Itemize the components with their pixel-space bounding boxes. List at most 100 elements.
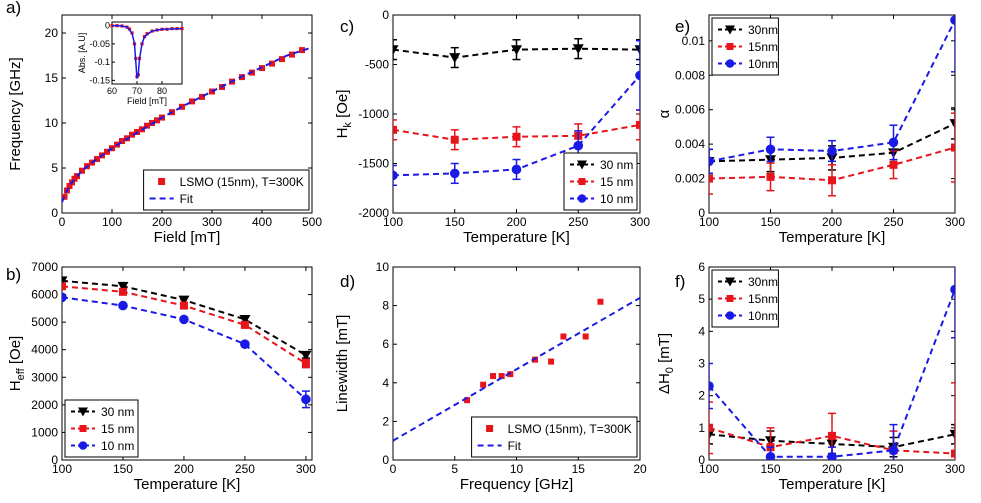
legend-box-d [471,416,638,458]
x-tick-label-b: 200 [174,462,194,476]
y-tick-label-b: 3000 [31,370,58,384]
panel-label-f: f) [675,272,685,291]
legend-box-e [711,17,779,76]
y-axis-label-sub-c: k [342,122,354,128]
data-layer-d [393,297,640,442]
y-axis-label-main-e: α [656,109,673,118]
data-point-a-lsmo-15nm-t-300k [119,138,125,144]
data-point-b-10-nm [179,314,189,325]
inset-fit-line [111,24,183,79]
y-tick-label-f: 3 [698,357,705,371]
data-point-d-lsmo-15nm-t-300k [498,373,505,380]
x-tick-label-b: 250 [235,462,255,476]
legend-box-a [143,169,310,211]
data-point-d-lsmo-15nm-t-300k [507,371,514,378]
data-point-d-lsmo-15nm-t-300k [597,298,604,305]
panel-label-c: c) [340,17,354,36]
data-point-a-lsmo-15nm-t-300k [62,193,68,200]
data-point-e-10nm [709,156,714,167]
data-point-c-10-nm [635,70,640,81]
panel-label-d: d) [340,272,355,291]
inset-x-tick-label: 60 [107,86,117,96]
legend-swatch-marker-f [725,277,735,287]
legend-label-c: 15 nm [600,175,633,189]
y-axis-label-b: Heff [Oe] [7,336,27,391]
data-point-c-15-nm [512,132,521,141]
data-point-b-10-nm [301,394,311,405]
legend-swatch-marker-b [79,425,87,432]
data-point-c-15-nm [393,125,397,134]
data-point-a-lsmo-15nm-t-300k [144,122,150,129]
legend-swatch-marker-c [577,160,587,170]
x-tick-label-a: 100 [102,215,122,229]
y-tick-label-b: 0 [51,453,58,467]
series-line-f-15nm [709,426,955,455]
data-point-b-10-nm [62,292,67,303]
legend-label-d: LSMO (15nm), T=300K [508,422,632,436]
y-axis-label-suffix-c: [Oe] [334,90,351,123]
data-point-e-10nm [765,144,776,155]
data-point-f-15nm [709,423,713,432]
data-layer-c [393,38,640,187]
data-point-e-10nm [827,146,837,156]
data-layer-f [709,267,955,460]
x-axis-label-a: Field [mT] [154,229,221,246]
inset-x-axis-label: Field [mT] [127,96,167,106]
y-tick-label-a: 5 [51,161,58,175]
fit-line-a [62,46,312,203]
data-point-e-15nm [828,176,836,185]
data-point-f-15nm [951,449,955,458]
x-tick-label-f: 300 [945,462,965,476]
data-point-c-30-nm [449,53,461,64]
inset-y-axis-label: Abs. [A.U] [77,33,87,74]
y-tick-label-f: 4 [698,324,705,338]
inset-x-tick-label: 80 [157,86,167,96]
x-tick-label-f: 200 [822,462,842,476]
x-tick-label-c: 100 [383,215,403,229]
legend-box-c [563,152,638,211]
data-point-f-10nm [827,451,837,460]
y-tick-label-a: 20 [45,26,59,40]
y-tick-label-a: 15 [45,71,59,85]
inset-frame [111,21,183,85]
y-axis-label-sub-f: 0 [664,367,676,373]
y-tick-label-e: 0 [698,206,705,220]
data-point-a-lsmo-15nm-t-300k [104,148,110,155]
data-point-a-lsmo-15nm-t-300k [189,98,195,105]
x-tick-label-c: 250 [568,215,588,229]
data-point-d-lsmo-15nm-t-300k [464,397,471,404]
data-point-c-10-nm [449,168,460,179]
panel-label-b: b) [6,265,21,284]
panel-label-a: a) [6,0,21,17]
inset-y-tick-label: -0.15 [89,75,110,85]
x-tick-label-e: 200 [822,215,842,229]
data-point-e-15nm [951,143,955,152]
y-axis-label-main-c: H [334,128,351,139]
x-axis-label-c: Temperature [K] [463,229,570,246]
data-point-c-15-nm [450,135,459,144]
data-point-f-30nm [709,429,715,440]
data-point-e-10nm [950,15,955,25]
data-point-b-30-nm [178,295,190,306]
data-layer-b [62,276,312,409]
y-tick-label-d: 8 [382,299,389,313]
data-point-c-10-nm [511,164,522,175]
panel-a: 0 100 200 300 400 500 0 5 10 15 20 Field [mT] Freque… [6,0,322,246]
panel-e: 100 150 200 250 300 0 0.002 0.004 0.006 0.008 0.01… [656,14,965,246]
y-axis-label-main-d: Linewidth [mT] [334,315,351,413]
data-point-a-lsmo-15nm-t-300k [79,167,85,174]
x-tick-label-e: 300 [945,215,965,229]
y-tick-label-e: 0.002 [675,172,705,186]
legend-label-e: 10nm [748,57,778,71]
data-point-e-10nm [888,137,899,148]
x-tick-label-b: 150 [113,462,133,476]
inset-a: 60 70 80 0 -0.05 -0.1 -0.15 Field [mT] Abs. [A.U… [77,21,184,106]
y-tick-label-d: 0 [382,453,389,467]
legend-swatch-marker-e [725,25,735,35]
y-tick-label-b: 6000 [31,288,58,302]
y-tick-label-f: 0 [698,453,705,467]
legend-box-f [711,269,779,328]
data-point-d-lsmo-15nm-t-300k [582,333,589,340]
y-tick-label-d: 4 [382,376,389,390]
